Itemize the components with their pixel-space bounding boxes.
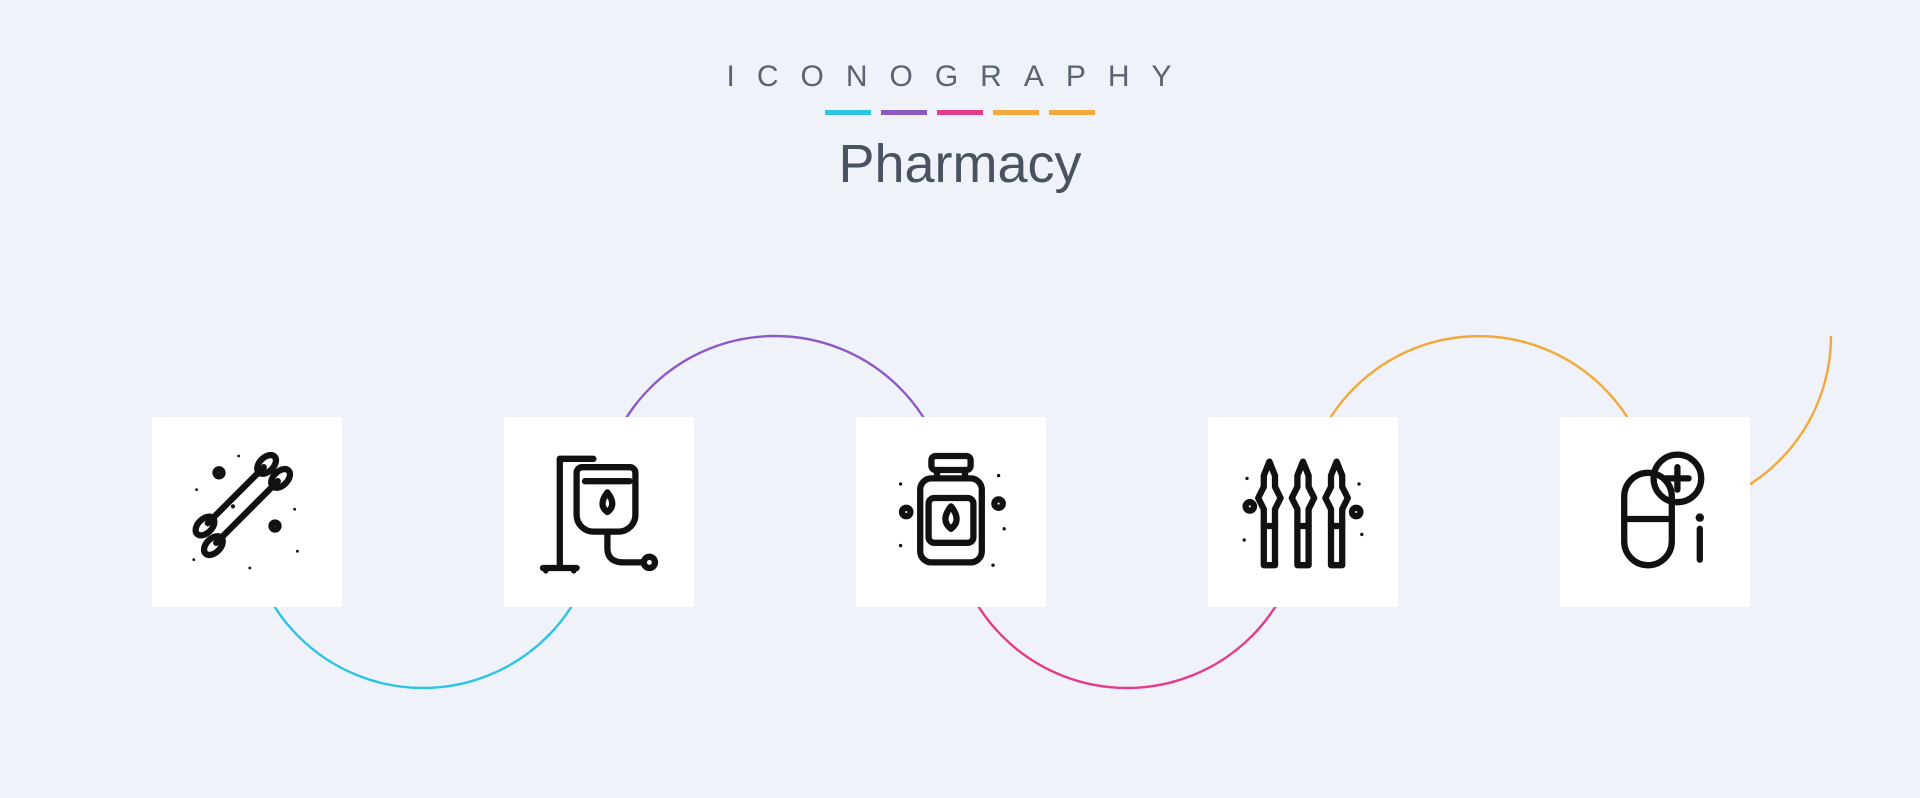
connector-lines	[0, 0, 1920, 798]
